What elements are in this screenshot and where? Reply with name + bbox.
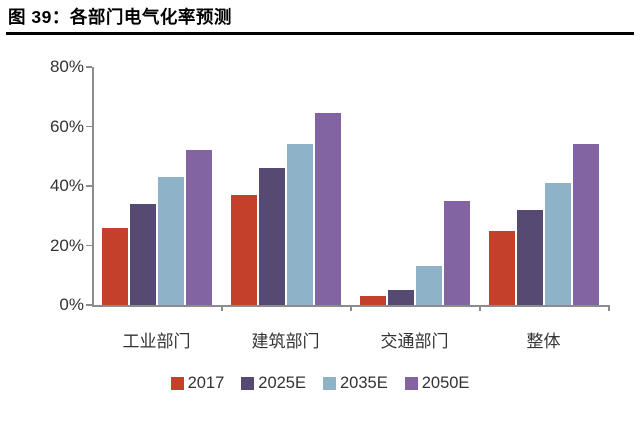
bar-2017-建筑部门 [230,194,257,305]
legend-swatch-2035E [323,377,336,390]
title-underline [6,32,634,35]
legend-item-2050E: 2050E [404,374,470,393]
bar-2050E-建筑部门 [314,113,341,305]
x-tick-mark [608,305,610,311]
bar-2025E-交通部门 [387,290,414,305]
bar-2035E-建筑部门 [286,144,313,305]
y-axis-line [92,67,94,305]
legend-item-2035E: 2035E [323,374,388,393]
x-tick-mark [221,305,223,311]
y-tick-mark [86,66,92,68]
bar-2017-整体 [488,230,515,305]
bar-2025E-建筑部门 [258,168,285,305]
y-tick-label: 60% [49,116,84,136]
y-tick-mark [86,185,92,187]
bar-2035E-交通部门 [415,266,442,305]
bar-group [221,67,350,305]
category-label: 交通部门 [380,332,449,351]
legend-label: 2035E [340,374,388,392]
category-label: 建筑部门 [251,332,320,351]
bar-2017-交通部门 [359,296,386,305]
legend-label: 2050E [421,374,470,392]
category-label: 整体 [526,332,561,351]
bar-2017-工业部门 [101,227,128,305]
bar-group [92,67,221,305]
x-tick-mark [479,305,481,311]
bar-2035E-整体 [544,183,571,305]
bar-2050E-交通部门 [443,200,470,305]
y-tick-mark [86,125,92,128]
bar-group [350,67,479,305]
y-tick-label: 0% [59,295,84,314]
legend-item-2025E: 2025E [241,374,306,393]
bar-2025E-工业部门 [129,203,156,305]
bar-2050E-工业部门 [185,150,212,305]
y-tick-label: 40% [49,176,84,195]
legend-swatch-2050E [404,377,418,390]
y-tick-label: 80% [49,57,84,76]
y-tick-label: 20% [49,235,84,255]
legend-swatch-2025E [241,377,255,390]
legend: 2017 2025E 2035E 2050E [0,374,640,393]
y-tick-mark [86,244,92,247]
bar-2035E-工业部门 [157,177,184,305]
bar-2025E-整体 [516,209,543,305]
x-tick-mark [350,305,352,311]
legend-label: 2017 [187,374,225,392]
category-label: 工业部门 [122,332,191,351]
legend-swatch-2017 [170,377,184,390]
y-tick-mark [86,304,92,306]
bar-group [479,67,608,305]
figure-title: 图 39：各部门电气化率预测 [8,7,232,27]
legend-item-2017: 2017 [170,374,225,393]
legend-label: 2025E [258,374,306,392]
bar-2050E-整体 [572,144,599,305]
